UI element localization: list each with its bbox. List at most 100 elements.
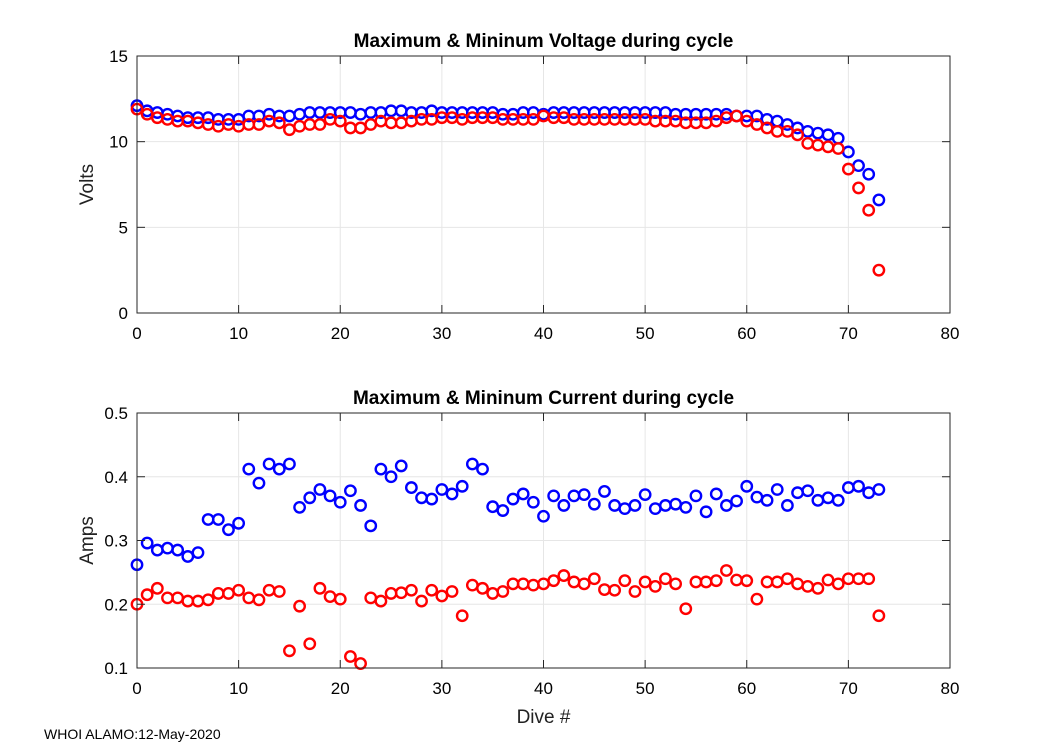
data-point-minimum xyxy=(140,588,154,602)
y-tick-label: 0.3 xyxy=(104,532,128,551)
chart-panel-2: 0 10 20 30 40 50 60 70 80 0.1 0.2 0.3 0.4 0.5 Maximum … xyxy=(77,388,959,728)
data-point-minimum xyxy=(404,583,418,597)
x-tick-label: 70 xyxy=(839,324,858,343)
data-point-maximum xyxy=(394,459,408,473)
data-point-minimum xyxy=(303,637,317,651)
y-axis-label: Volts xyxy=(77,164,98,205)
data-point-minimum xyxy=(781,572,794,586)
data-point-minimum xyxy=(811,581,825,595)
data-point-maximum xyxy=(303,491,317,505)
data-point-maximum xyxy=(333,495,347,509)
data-point-maximum xyxy=(211,513,225,526)
data-point-maximum xyxy=(862,167,876,181)
x-tick-label: 10 xyxy=(229,679,248,698)
data-point-maximum xyxy=(537,509,550,523)
data-point-maximum xyxy=(730,494,743,508)
data-point-minimum xyxy=(201,593,215,607)
series-minimum xyxy=(130,564,886,670)
data-point-minimum xyxy=(435,589,449,603)
y-tick-label: 0.1 xyxy=(104,659,128,678)
data-point-maximum xyxy=(344,484,357,498)
data-point-maximum xyxy=(191,546,205,560)
data-point-maximum xyxy=(526,495,540,509)
data-point-maximum xyxy=(252,476,266,490)
x-tick-label: 0 xyxy=(132,324,141,343)
data-point-maximum xyxy=(628,499,642,512)
data-point-maximum xyxy=(496,504,510,517)
data-point-maximum xyxy=(699,505,713,519)
data-point-maximum xyxy=(455,479,469,493)
data-point-maximum xyxy=(872,193,886,207)
x-tick-label: 50 xyxy=(636,324,655,343)
data-point-maximum xyxy=(831,493,845,507)
data-point-minimum xyxy=(862,572,876,586)
y-axis-label: Amps xyxy=(77,516,98,565)
y-tick-label: 0.5 xyxy=(104,404,128,423)
data-point-maximum xyxy=(445,487,459,501)
data-point-minimum xyxy=(283,644,296,658)
data-point-maximum xyxy=(781,499,794,512)
data-point-maximum xyxy=(709,487,723,501)
data-point-minimum xyxy=(872,263,886,277)
data-point-minimum xyxy=(425,583,439,597)
data-point-minimum xyxy=(415,594,428,608)
data-point-minimum xyxy=(587,572,601,586)
y-tick-label: 0 xyxy=(119,304,128,323)
data-point-maximum xyxy=(770,483,784,496)
y-tick-label: 5 xyxy=(119,218,128,237)
data-point-maximum xyxy=(323,489,337,503)
data-point-maximum xyxy=(720,499,733,512)
x-tick-label: 80 xyxy=(941,324,960,343)
data-point-minimum xyxy=(679,602,693,616)
data-point-minimum xyxy=(313,581,327,595)
data-point-maximum xyxy=(374,462,388,476)
data-point-maximum xyxy=(852,479,865,493)
x-tick-label: 10 xyxy=(229,324,248,343)
data-point-minimum xyxy=(547,574,561,588)
x-tick-label: 40 xyxy=(534,324,553,343)
data-point-minimum xyxy=(852,181,865,195)
data-point-maximum xyxy=(476,462,489,476)
data-point-maximum xyxy=(516,487,530,501)
x-tick-label: 50 xyxy=(636,679,655,698)
data-point-maximum xyxy=(679,500,693,514)
data-point-maximum xyxy=(272,462,286,476)
chart-title: Maximum & Mininum Voltage during cycle xyxy=(354,31,734,52)
data-point-maximum xyxy=(506,492,520,506)
data-point-maximum xyxy=(638,488,652,501)
data-point-maximum xyxy=(557,499,571,512)
data-point-minimum xyxy=(374,594,388,608)
data-point-minimum xyxy=(862,203,876,217)
data-point-maximum xyxy=(364,519,378,533)
data-point-maximum xyxy=(232,516,246,530)
data-point-maximum xyxy=(222,523,235,537)
data-point-maximum xyxy=(577,488,591,501)
x-tick-label: 60 xyxy=(737,679,756,698)
data-point-minimum xyxy=(333,592,347,606)
data-point-minimum xyxy=(831,577,845,591)
data-point-minimum xyxy=(709,574,723,588)
data-point-minimum xyxy=(455,609,469,623)
data-point-maximum xyxy=(872,483,886,496)
data-point-minimum xyxy=(150,581,164,595)
data-point-minimum xyxy=(720,564,733,577)
data-point-minimum xyxy=(476,581,489,595)
data-point-minimum xyxy=(669,577,683,591)
data-point-maximum xyxy=(384,470,398,484)
data-point-minimum xyxy=(730,109,743,123)
data-point-maximum xyxy=(801,484,815,498)
data-point-minimum xyxy=(232,583,246,597)
data-point-maximum xyxy=(242,462,256,476)
x-tick-label: 20 xyxy=(331,324,350,343)
data-point-minimum xyxy=(252,593,266,607)
data-point-maximum xyxy=(598,485,611,498)
data-point-minimum xyxy=(750,592,764,606)
data-point-minimum xyxy=(577,577,591,591)
data-point-minimum xyxy=(841,162,855,176)
x-tick-label: 40 xyxy=(534,679,553,698)
series-maximum xyxy=(130,457,886,572)
x-tick-label: 20 xyxy=(331,679,350,698)
data-point-maximum xyxy=(404,481,418,494)
data-point-minimum xyxy=(618,574,632,588)
